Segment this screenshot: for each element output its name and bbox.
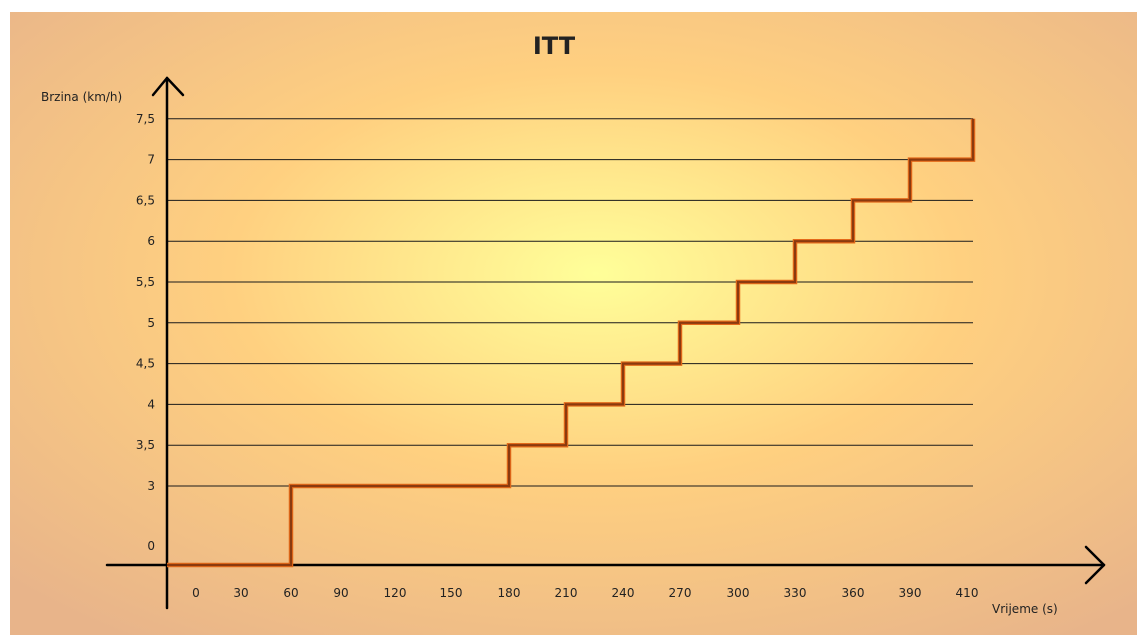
y-tick-label-0: 0 bbox=[147, 539, 155, 553]
x-axis-label: Vrijeme (s) bbox=[992, 602, 1058, 616]
y-tick-label-2: 3,5 bbox=[136, 438, 155, 452]
y-tick-label-6: 5,5 bbox=[136, 275, 155, 289]
chart-title: ITT bbox=[533, 32, 576, 60]
x-tick-label-7: 210 bbox=[555, 586, 578, 600]
x-tick-label-5: 150 bbox=[440, 586, 463, 600]
x-tick-label-8: 240 bbox=[612, 586, 635, 600]
y-tick-label-8: 6,5 bbox=[136, 193, 155, 207]
x-tick-label-11: 330 bbox=[784, 586, 807, 600]
y-tick-label-9: 7 bbox=[147, 153, 155, 167]
x-tick-label-14: 410 bbox=[956, 586, 979, 600]
x-tick-label-3: 90 bbox=[333, 586, 348, 600]
chart-background bbox=[10, 12, 1137, 635]
y-tick-label-3: 4 bbox=[147, 397, 155, 411]
x-tick-label-13: 390 bbox=[899, 586, 922, 600]
y-tick-label-1: 3 bbox=[147, 479, 155, 493]
y-axis-arrow-right bbox=[165, 76, 185, 97]
x-tick-label-4: 120 bbox=[384, 586, 407, 600]
x-tick-label-12: 360 bbox=[842, 586, 865, 600]
y-tick-label-10: 7,5 bbox=[136, 112, 155, 126]
x-tick-label-0: 0 bbox=[192, 586, 200, 600]
x-tick-label-10: 300 bbox=[727, 586, 750, 600]
x-tick-label-2: 60 bbox=[283, 586, 298, 600]
x-axis-arrow-bottom bbox=[1084, 563, 1106, 585]
y-tick-label-5: 5 bbox=[147, 316, 155, 330]
x-tick-label-1: 30 bbox=[233, 586, 248, 600]
y-tick-label-7: 6 bbox=[147, 234, 155, 248]
y-axis-label: Brzina (km/h) bbox=[41, 90, 122, 104]
series-line-0 bbox=[167, 118, 975, 567]
y-tick-label-4: 4,5 bbox=[136, 357, 155, 371]
x-tick-label-6: 180 bbox=[498, 586, 521, 600]
y-axis-arrow-left bbox=[151, 76, 169, 97]
x-tick-label-9: 270 bbox=[669, 586, 692, 600]
x-axis-arrow-top bbox=[1084, 545, 1106, 567]
